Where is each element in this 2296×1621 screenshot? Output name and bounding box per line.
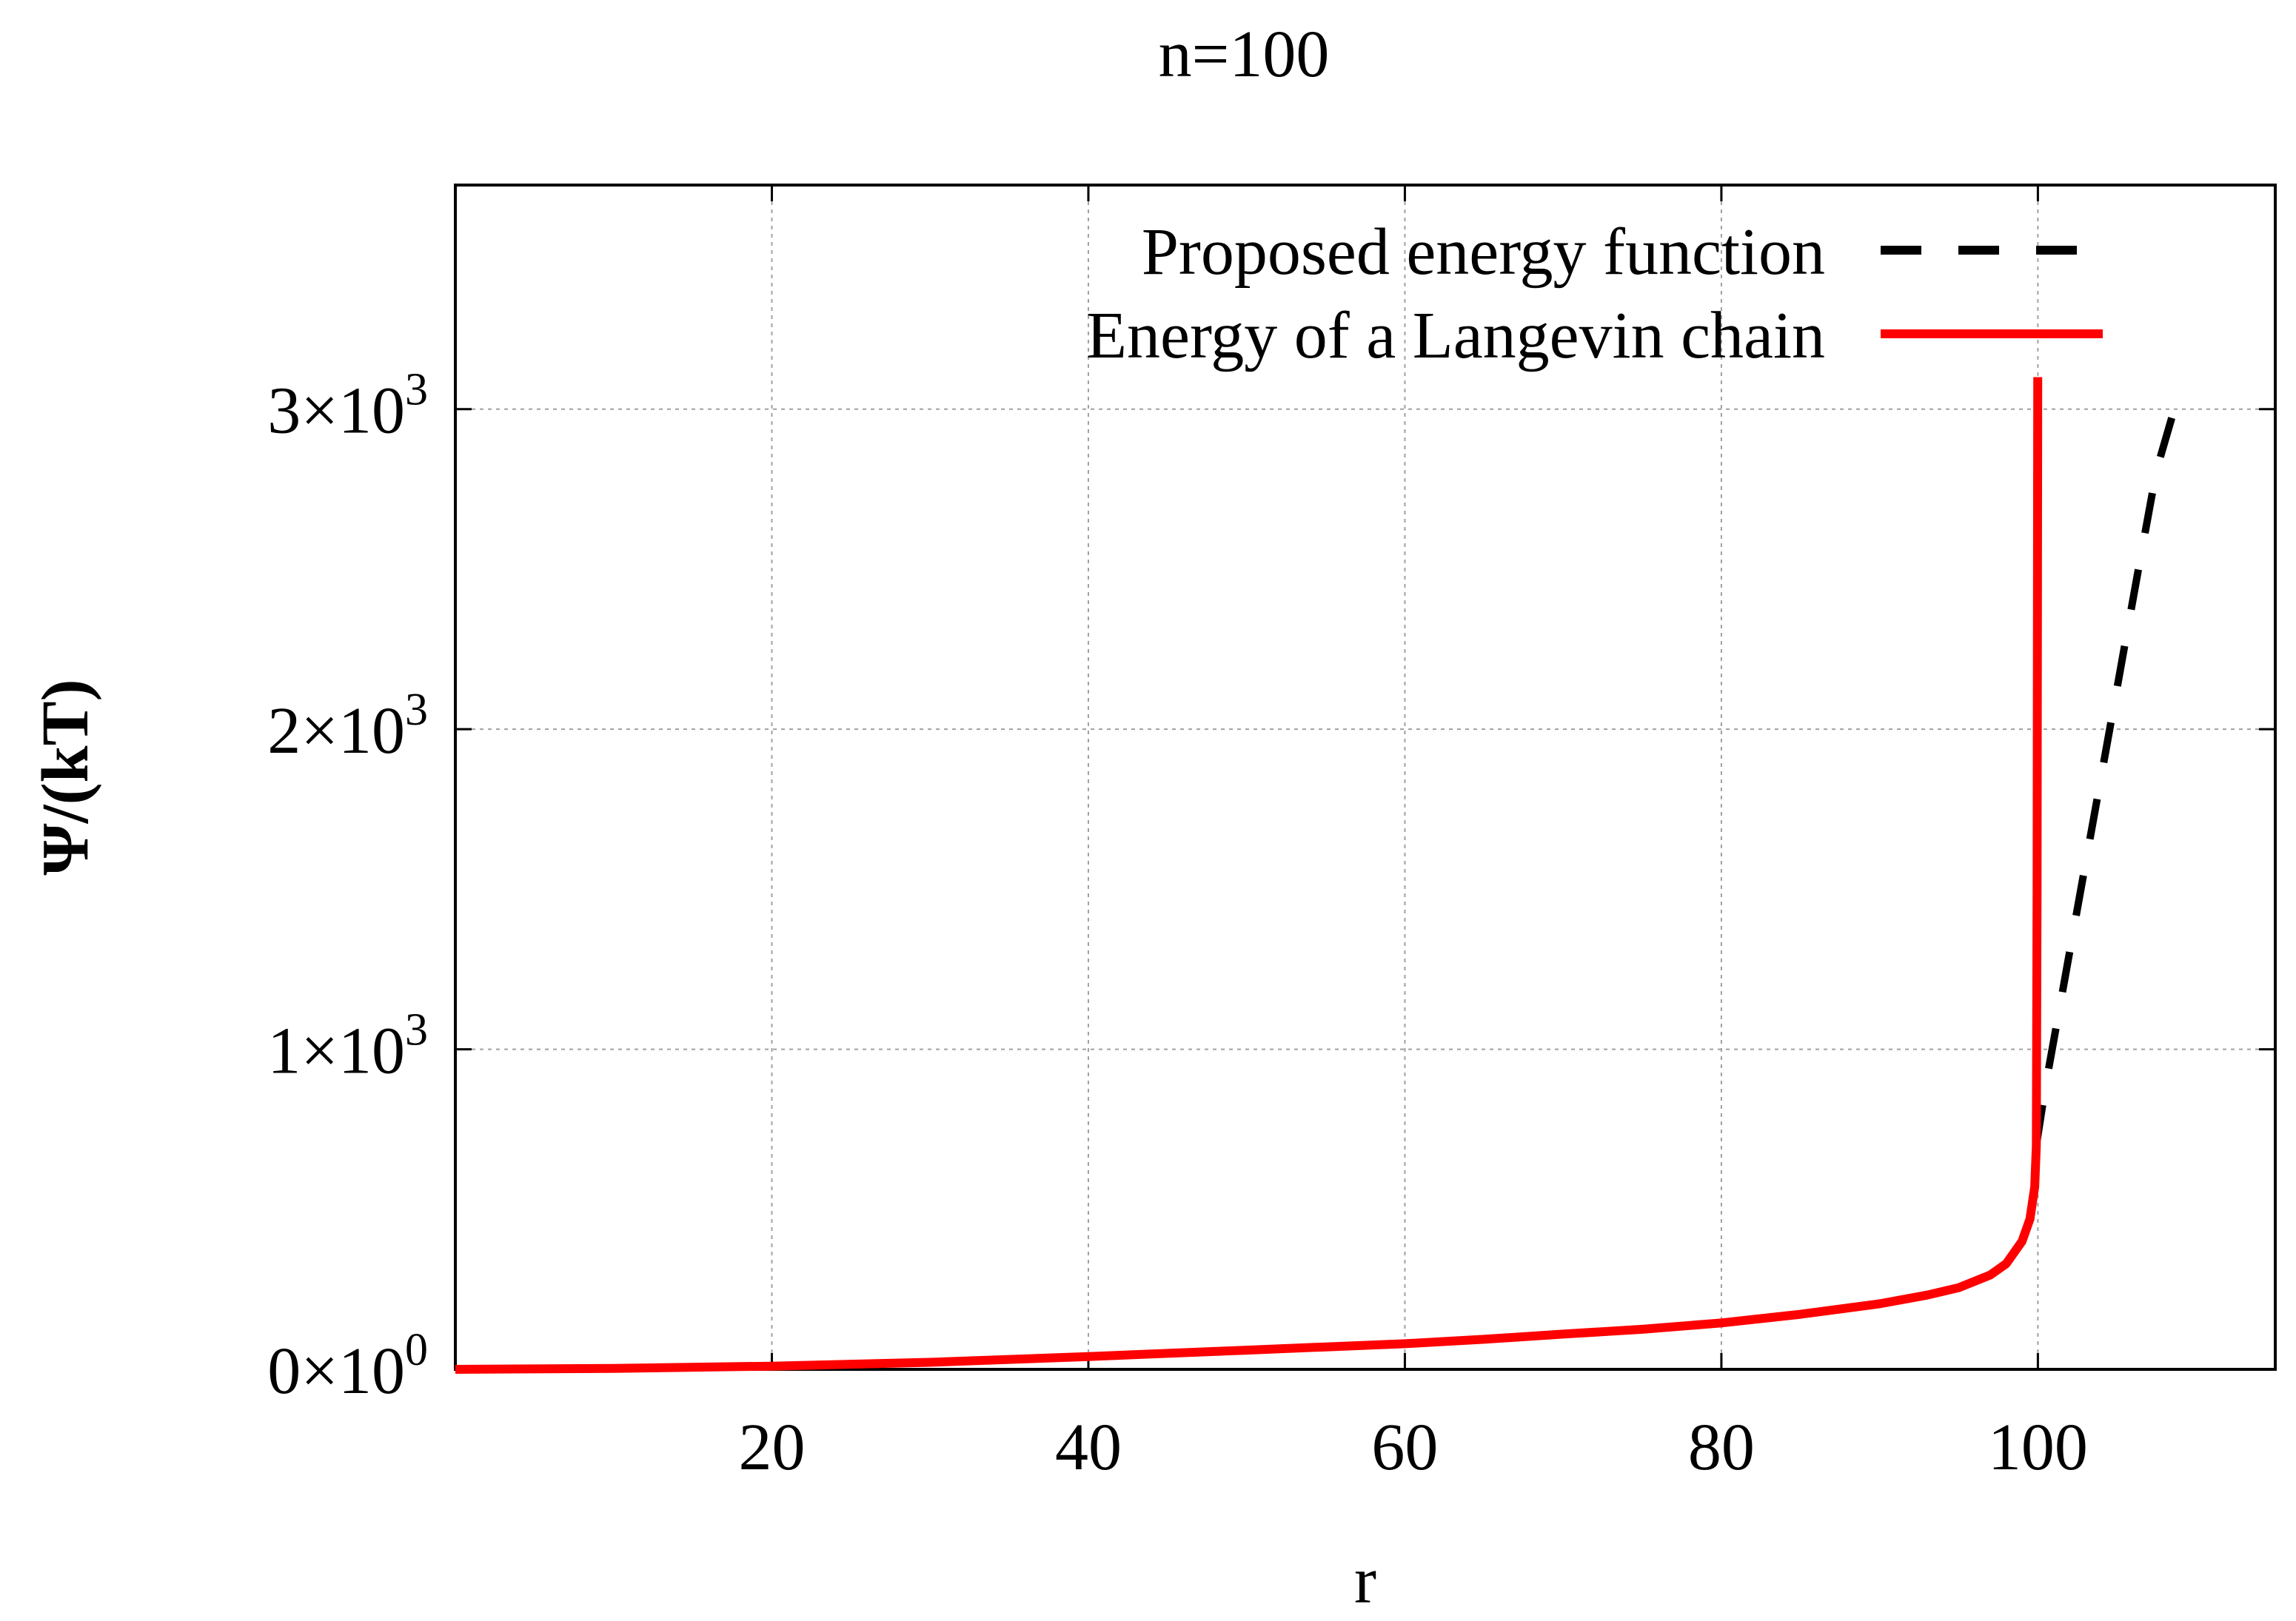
x-tick-label: 80 (1688, 1411, 1755, 1484)
y-tick-label-mantissa: 3 (267, 375, 301, 448)
y-tick-label: 0×100 (267, 1325, 428, 1408)
plot-frame (454, 184, 2277, 1371)
y-tick-label-mantissa: 2 (267, 694, 301, 768)
legend-label-langevin: Energy of a Langevin chain (1086, 299, 1825, 372)
y-tick-label-mantissa: 0 (267, 1335, 301, 1408)
y-tick-label: 3×103 (267, 365, 428, 448)
y-tick-label-mantissa: 1 (267, 1015, 301, 1088)
y-axis-label: Ψ/(kT) (29, 679, 102, 875)
x-tick-label: 60 (1371, 1411, 1438, 1484)
y-tick-label-times: ×10 (301, 1335, 405, 1408)
x-tick-labels: 20 40 60 80 100 (738, 1411, 2087, 1484)
y-tick-label-exponent: 0 (405, 1325, 428, 1375)
y-tick-label: 2×103 (267, 685, 428, 768)
y-tick-label-times: ×10 (301, 1015, 405, 1088)
x-tick-label: 20 (738, 1411, 805, 1484)
series-group (455, 377, 2192, 1374)
series-line-langevin (455, 377, 2043, 1374)
y-tick-label-exponent: 3 (405, 365, 428, 415)
series-line-proposed (2032, 391, 2192, 1147)
legend: Proposed energy function Energy of a Lan… (1086, 215, 2103, 372)
x-axis-label: r (1354, 1544, 1376, 1617)
legend-label-proposed: Proposed energy function (1142, 215, 1825, 289)
y-tick-label-exponent: 3 (405, 1005, 428, 1056)
x-tick-label: 40 (1055, 1411, 1122, 1484)
y-tick-label-times: ×10 (301, 694, 405, 768)
y-tick-label-exponent: 3 (405, 685, 428, 735)
y-tick-label: 1×103 (267, 1005, 428, 1088)
x-tick-label: 100 (1988, 1411, 2088, 1484)
chart-title: n=100 (1159, 18, 1330, 91)
y-tick-label-times: ×10 (301, 375, 405, 448)
